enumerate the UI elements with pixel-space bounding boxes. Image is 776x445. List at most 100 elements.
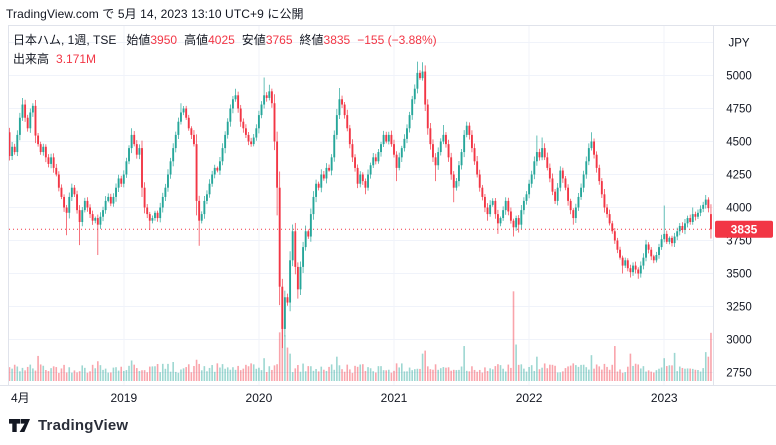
volume-bar: [497, 364, 499, 381]
volume-value: 3.171M: [56, 52, 97, 66]
candle-body: [130, 134, 133, 149]
candle-body: [515, 218, 518, 228]
candle-body: [96, 218, 99, 225]
volume-bar: [354, 365, 356, 381]
volume-bar: [691, 368, 694, 381]
candle-body: [616, 240, 619, 250]
volume-bar: [50, 368, 52, 381]
volume-bar: [221, 364, 224, 381]
candle-body: [530, 174, 533, 184]
volume-bar: [471, 366, 473, 381]
volume-bar: [484, 367, 486, 381]
volume-bar: [185, 367, 187, 381]
candle-body: [476, 161, 479, 175]
time-axis[interactable]: 4月 2019 2020 2021 2022 2023: [11, 391, 678, 405]
volume-bar: [213, 371, 216, 381]
candle-body: [593, 141, 595, 155]
candle-body: [211, 174, 214, 184]
volume-bar: [39, 364, 42, 381]
candle-body: [193, 134, 195, 145]
price-tick-label: 2750: [726, 368, 752, 380]
candle-body: [385, 134, 388, 142]
candle-body: [400, 148, 403, 158]
volume-bar: [401, 363, 403, 381]
candle-body: [606, 207, 608, 215]
volume-bar: [310, 366, 312, 381]
candle-body: [257, 115, 260, 129]
volume-bar: [297, 365, 299, 381]
candle-body: [432, 144, 434, 158]
candle-body: [315, 183, 318, 197]
volume-bar: [362, 364, 364, 381]
candle-body: [489, 204, 492, 215]
volume-bar: [172, 362, 174, 381]
candle-body: [55, 167, 58, 175]
volume-bar: [694, 369, 697, 381]
volume-bar: [242, 368, 245, 381]
volume-bar: [619, 369, 621, 381]
candle-body: [125, 161, 128, 175]
candle-body: [322, 174, 325, 179]
candle-body: [624, 260, 627, 266]
candle-body: [346, 115, 349, 129]
candle-body: [260, 104, 263, 116]
candle-body: [21, 104, 24, 118]
candle-body: [73, 187, 76, 195]
volume-bar: [364, 370, 367, 381]
volume-bar: [208, 367, 211, 381]
candle-body: [218, 161, 221, 171]
candle-body: [559, 170, 562, 188]
volume-bar: [73, 370, 76, 381]
publish-header: TradingView.com で 5月 14, 2023 13:10 UTC+…: [6, 7, 304, 21]
volume-bar: [143, 370, 146, 381]
candle-body: [411, 99, 414, 116]
volume-bar: [60, 368, 63, 381]
candle-body: [608, 214, 611, 224]
candle-body: [403, 138, 406, 149]
volume-bar: [81, 365, 84, 381]
volume-bar: [489, 368, 491, 381]
volume-bar: [460, 366, 463, 381]
volume-bar: [278, 332, 281, 381]
tradingview-footer[interactable]: TradingView: [8, 416, 128, 435]
volume-bar: [673, 352, 676, 381]
candle-body: [364, 181, 367, 188]
volume-bar: [167, 363, 169, 381]
open-label: 始値: [126, 33, 151, 47]
candle-body: [348, 128, 351, 145]
volume-bar: [515, 344, 517, 381]
volume-bar: [187, 364, 190, 381]
candle-body: [424, 71, 427, 105]
candle-body: [226, 121, 229, 135]
volume-bar: [551, 364, 554, 381]
candle-body: [548, 167, 551, 179]
pane-borders: [0, 25, 776, 386]
candle-body: [496, 214, 499, 224]
volume-bar: [91, 364, 94, 381]
candle-body: [208, 183, 211, 195]
candle-body: [369, 165, 372, 175]
price-tick-label: 4000: [726, 203, 752, 215]
candle-body: [408, 115, 411, 129]
candle-body: [8, 132, 11, 157]
candle-body: [452, 174, 455, 188]
volume-bar: [136, 368, 138, 381]
volume-bar: [424, 350, 426, 381]
volume-bar: [284, 335, 286, 381]
volume-bar: [562, 371, 564, 381]
candle-body: [652, 256, 655, 261]
volume-bar: [439, 368, 442, 381]
candle-body: [395, 154, 398, 168]
volume-bar: [447, 367, 450, 381]
volume-bar: [590, 355, 593, 381]
price-tick-label: 4750: [726, 104, 752, 116]
candle-body: [237, 95, 240, 109]
candle-body: [569, 200, 572, 211]
volume-bar: [349, 369, 351, 381]
volume-bar: [219, 367, 221, 381]
volume-bar: [452, 369, 455, 381]
candle-body: [663, 233, 666, 240]
price-axis[interactable]: JPY 5000 4750 4500 4250 4000 3750 3500 3250 3000 2…: [726, 38, 752, 380]
volume-bar: [538, 369, 541, 381]
